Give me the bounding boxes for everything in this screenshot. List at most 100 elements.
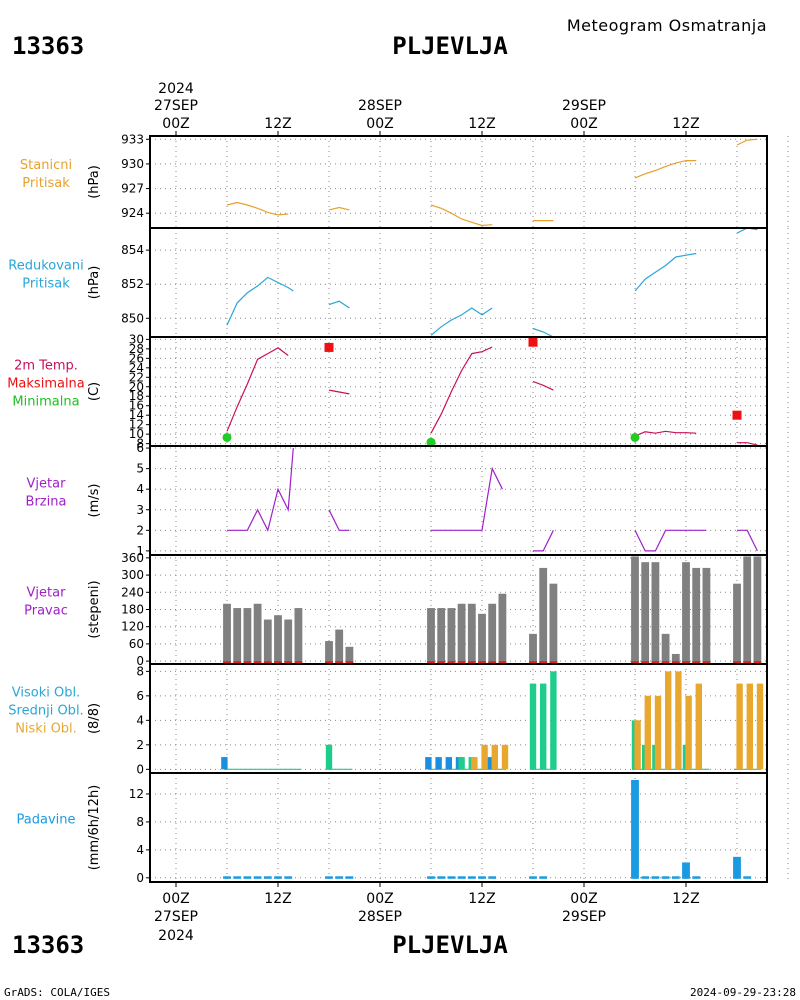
year-bottom: 2024 <box>158 928 194 944</box>
wind-direction-bar <box>671 653 680 665</box>
wind-calm-tick <box>243 661 252 664</box>
y-tick-label: 4 <box>136 843 144 857</box>
wind-calm-tick <box>529 661 537 664</box>
x-date-label-top: 29SEP <box>562 98 606 114</box>
wind-calm-tick <box>549 661 558 664</box>
y-tick-label: 120 <box>121 620 144 634</box>
wind-direction-bar <box>743 556 752 665</box>
wind-direction-bar <box>345 646 354 665</box>
wind-direction-bar <box>263 619 272 665</box>
precip-bar <box>692 876 701 879</box>
station-id-bottom: 13363 <box>12 931 84 959</box>
wind-direction-bar <box>284 619 293 665</box>
panel-label: Pritisak <box>22 277 70 292</box>
cloud-bar <box>685 695 692 770</box>
cloud-bar <box>695 683 702 770</box>
precip-bar <box>335 876 344 879</box>
y-tick-label: 60 <box>129 637 144 651</box>
precip-bar <box>671 876 680 879</box>
y-tick-label: 0 <box>136 762 144 776</box>
max-temp-marker <box>324 342 334 352</box>
series-line <box>736 138 758 146</box>
cloud-bar <box>501 744 509 770</box>
panel-unit-label: (stepeni) <box>87 580 102 638</box>
precip-bar <box>274 876 282 879</box>
series-line <box>328 389 350 395</box>
panel-label: Maksimalna <box>7 377 85 392</box>
cloud-bar <box>491 744 498 770</box>
panel-frame <box>149 663 768 774</box>
wind-direction-bar <box>478 613 486 665</box>
panel-frame <box>149 135 768 229</box>
precip-bar <box>651 876 660 879</box>
x-tick-label-top: 12Z <box>672 116 699 132</box>
y-tick-label: 14 <box>129 408 144 422</box>
cloud-bar <box>435 757 442 770</box>
wind-calm-tick <box>498 661 507 664</box>
precip-bar <box>253 876 262 879</box>
y-tick-label: 28 <box>129 342 144 356</box>
station-id-top: 13363 <box>12 32 84 60</box>
cloud-bar <box>644 695 651 770</box>
series-line <box>328 509 350 531</box>
wind-direction-bar <box>437 608 446 665</box>
wind-direction-bar <box>692 567 701 665</box>
cloud-bar <box>529 683 537 770</box>
series-line <box>634 252 697 292</box>
cloud-bar <box>425 757 432 770</box>
panel-frame <box>149 227 768 338</box>
y-tick-label: 8 <box>136 437 144 451</box>
station-name-top: PLJEVLJA <box>392 32 508 60</box>
series-line <box>532 327 554 338</box>
series-line <box>431 466 503 531</box>
panel-unit-label: (hPa) <box>87 165 102 199</box>
wind-calm-tick <box>631 661 639 664</box>
series-line <box>532 380 554 391</box>
wind-calm-tick <box>651 661 660 664</box>
wind-direction-bar <box>651 562 660 665</box>
time-axis-group: 00Z 00Z 27SEP 27SEP 12Z 12Z 00Z 00Z 28SEP 28SEP 12… <box>154 98 700 925</box>
wind-direction-bar <box>661 633 670 665</box>
panel-label: Pritisak <box>22 176 70 191</box>
panel-padavine: 0 4 8 12 Padavine (mm/6h/12h) <box>17 772 789 885</box>
station-name-bottom: PLJEVLJA <box>392 931 508 959</box>
series-line <box>430 346 493 434</box>
credit-text: GrADS: COLA/IGES <box>4 986 110 999</box>
wind-direction-bar <box>335 629 344 665</box>
series-line <box>226 276 294 326</box>
max-temp-marker <box>528 337 538 347</box>
cloud-bar <box>540 683 547 770</box>
precip-bar <box>661 876 670 879</box>
cloud-bar <box>550 671 557 770</box>
panel-brzina: 1 2 3 4 5 6 Vjetar Brzina (m/s) <box>26 441 789 558</box>
panel-frame <box>149 445 768 556</box>
panel-redukovani: 850 852 854 Redukovani Pritisak (hPa) <box>8 227 789 338</box>
y-tick-label: 360 <box>121 551 144 565</box>
y-tick-label: 3 <box>136 503 144 517</box>
y-tick-label: 180 <box>121 603 144 617</box>
precip-bar <box>488 876 497 879</box>
panel-label: Pravac <box>24 604 68 619</box>
wind-calm-tick <box>223 661 231 664</box>
wind-calm-tick <box>641 661 650 664</box>
cloud-bar <box>486 757 493 770</box>
wind-direction-bar <box>467 603 476 665</box>
precip-bar <box>539 876 548 879</box>
max-temp-marker <box>732 410 742 420</box>
panel-frame <box>149 772 768 883</box>
panel-label: Minimalna <box>12 395 79 410</box>
x-date-label-bottom: 29SEP <box>562 909 606 925</box>
y-tick-label: 16 <box>129 399 144 413</box>
wind-calm-tick <box>447 661 456 664</box>
product-title: Meteogram Osmatranja <box>567 16 767 35</box>
wind-direction-bar <box>447 608 456 665</box>
wind-calm-tick <box>427 661 435 664</box>
panel-label: Redukovani <box>8 259 83 274</box>
wind-calm-tick <box>692 661 701 664</box>
panel-label: Niski Obl. <box>15 722 77 737</box>
cloud-bar <box>746 683 753 770</box>
wind-direction-bar <box>549 583 558 665</box>
x-tick-label-bottom: 00Z <box>162 891 189 907</box>
